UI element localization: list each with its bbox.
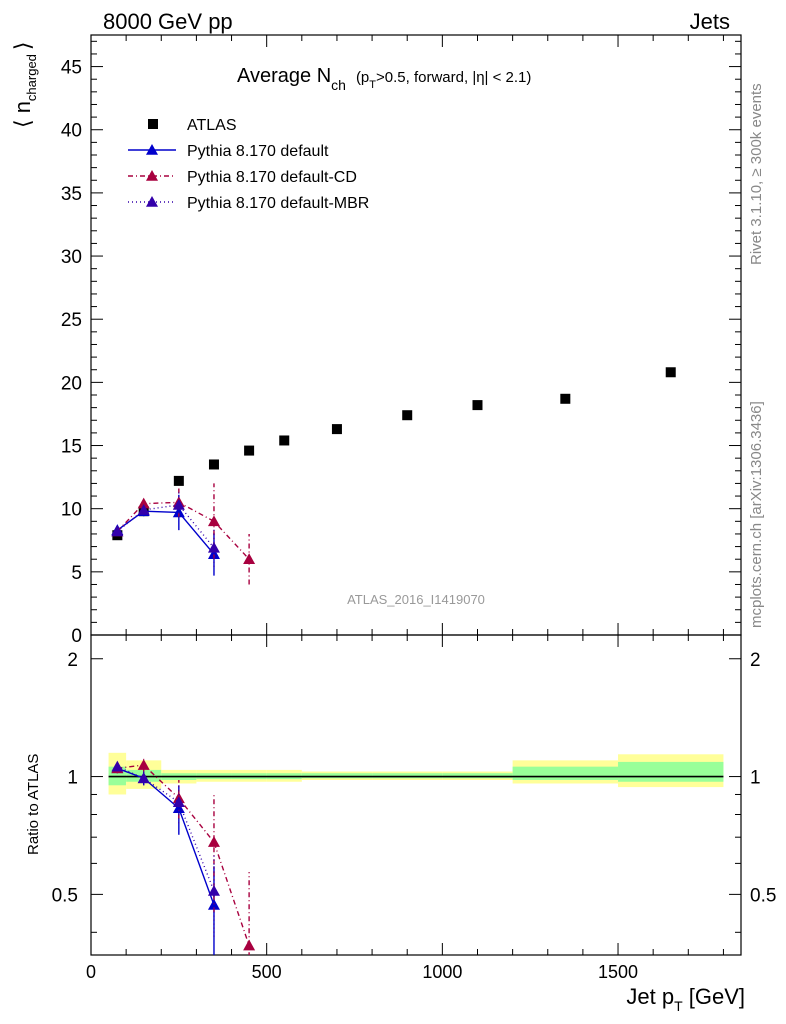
legend-label: Pythia 8.170 default [187, 143, 329, 160]
legend-marker [146, 170, 158, 181]
title-rest-sub: T [369, 79, 376, 91]
top-series [111, 367, 676, 585]
x-label-rest: [GeV] [683, 984, 745, 1009]
atlas-data-point [472, 400, 483, 411]
uncertainty-band-green [618, 761, 724, 782]
ratio-panel-frame [90, 634, 742, 956]
y-tick-label-top: 5 [71, 563, 82, 584]
atlas-data-point [279, 435, 290, 446]
y-label-main: ⟨ n [10, 101, 35, 128]
legend-label: Pythia 8.170 default-CD [187, 169, 357, 186]
series-3-marker [111, 525, 124, 537]
atlas-data-point [208, 459, 219, 470]
series-3-line [116, 504, 215, 549]
uncertainty-band-green [301, 773, 373, 779]
series-1-marker [207, 548, 220, 559]
atlas-data-point [402, 410, 413, 421]
series-3-ratio-marker [111, 760, 124, 772]
rivet-label: Rivet 3.1.10, ≥ 300k events [748, 83, 765, 265]
series-3-ratio-marker [137, 772, 150, 784]
y-axis-label-top: ⟨ ncharged ⟩ [10, 41, 39, 128]
axis-ticks: 0 500 1000 1500 0 5 10 15 20 25 30 35 40 45 0.5 0.5 1 1 2 2 [52, 35, 776, 982]
atlas-data-point [173, 475, 184, 486]
series-1-ratio-marker [172, 802, 185, 814]
mcplots-label: mcplots.cern.ch [arXiv:1306.3436] [748, 401, 765, 628]
analysis-label: ATLAS_2016_I1419070 [347, 592, 485, 607]
header-left: 8000 GeV pp [103, 9, 233, 34]
y-tick-label-top: 45 [61, 58, 82, 79]
atlas-data-point [665, 367, 676, 378]
y-tick-label-top: 35 [61, 184, 82, 205]
legend: ATLAS Pythia 8.170 default Pythia 8.170 de… [128, 117, 369, 212]
y-tick-label-top: 20 [61, 373, 82, 394]
x-label-main: Jet p [626, 984, 674, 1009]
y-axis-label-ratio: Ratio to ATLAS [25, 754, 42, 855]
y-label-sub: charged [24, 54, 39, 101]
series-2-marker [137, 497, 150, 509]
ratio-series [111, 758, 256, 955]
title-rest-b: >0.5, forward, |η| < 2.1) [376, 69, 531, 86]
series-2-ratio-marker [243, 939, 256, 951]
atlas-data-point [331, 424, 342, 435]
title-main: Average N [237, 65, 331, 87]
legend-marker [146, 196, 158, 207]
y-tick-label-ratio: 0.5 [52, 885, 78, 906]
series-3-marker [207, 541, 220, 553]
x-axis-label: Jet pT [GeV] [626, 984, 745, 1014]
uncertainty-band-green [512, 766, 619, 780]
title-sub: ch [331, 77, 346, 93]
series-1-line [116, 510, 215, 555]
legend-marker-data [148, 119, 158, 129]
uncertainty-band-green [442, 773, 513, 779]
chart-title: Average Nch (pT>0.5, forward, |η| < 2.1) [237, 65, 531, 93]
x-label-sub: T [674, 998, 683, 1014]
series-2-ratio-marker [137, 759, 150, 770]
series-3-ratio-marker [172, 796, 185, 808]
y-tick-label-ratio-right: 2 [750, 650, 761, 671]
ratio-bands [108, 752, 724, 795]
y-tick-label-top: 40 [61, 121, 82, 142]
y-tick-label-ratio-right: 1 [750, 768, 761, 789]
y-tick-label-top: 25 [61, 310, 82, 331]
y-tick-label-ratio-right: 0.5 [750, 885, 776, 906]
legend-marker [146, 144, 158, 155]
series-2-marker [243, 553, 256, 565]
uncertainty-band-green [372, 773, 443, 779]
legend-label: Pythia 8.170 default-MBR [187, 195, 369, 212]
x-tick-label: 0 [86, 962, 96, 982]
svg-text:⟨ ncharged⟩: ⟨ ncharged ⟩ [10, 41, 39, 128]
series-2-marker [207, 515, 220, 527]
y-tick-label-top: 10 [61, 500, 82, 521]
x-tick-label: 500 [252, 962, 282, 982]
series-3-ratio-marker [207, 885, 220, 896]
title-rest-a: (p [356, 69, 369, 86]
series-2-ratio-line [117, 764, 250, 946]
y-tick-label-ratio: 2 [67, 650, 78, 671]
x-tick-label: 1500 [598, 962, 638, 982]
legend-label: ATLAS [187, 117, 237, 134]
series-3-marker [137, 503, 150, 515]
y-tick-label-ratio: 1 [67, 768, 78, 789]
header-right: Jets [690, 9, 730, 34]
y-tick-label-top: 0 [71, 626, 82, 647]
y-tick-label-top: 30 [61, 247, 82, 268]
y-label-end: ⟩ [10, 41, 35, 50]
y-tick-label-top: 15 [61, 437, 82, 458]
series-1-ratio-line [117, 767, 215, 906]
atlas-data-point [244, 445, 255, 456]
atlas-data-point [560, 393, 571, 404]
series-3-marker [172, 498, 185, 510]
series-2-ratio-marker [207, 836, 220, 847]
x-tick-label: 1000 [422, 962, 462, 982]
series-1-marker [172, 506, 185, 518]
